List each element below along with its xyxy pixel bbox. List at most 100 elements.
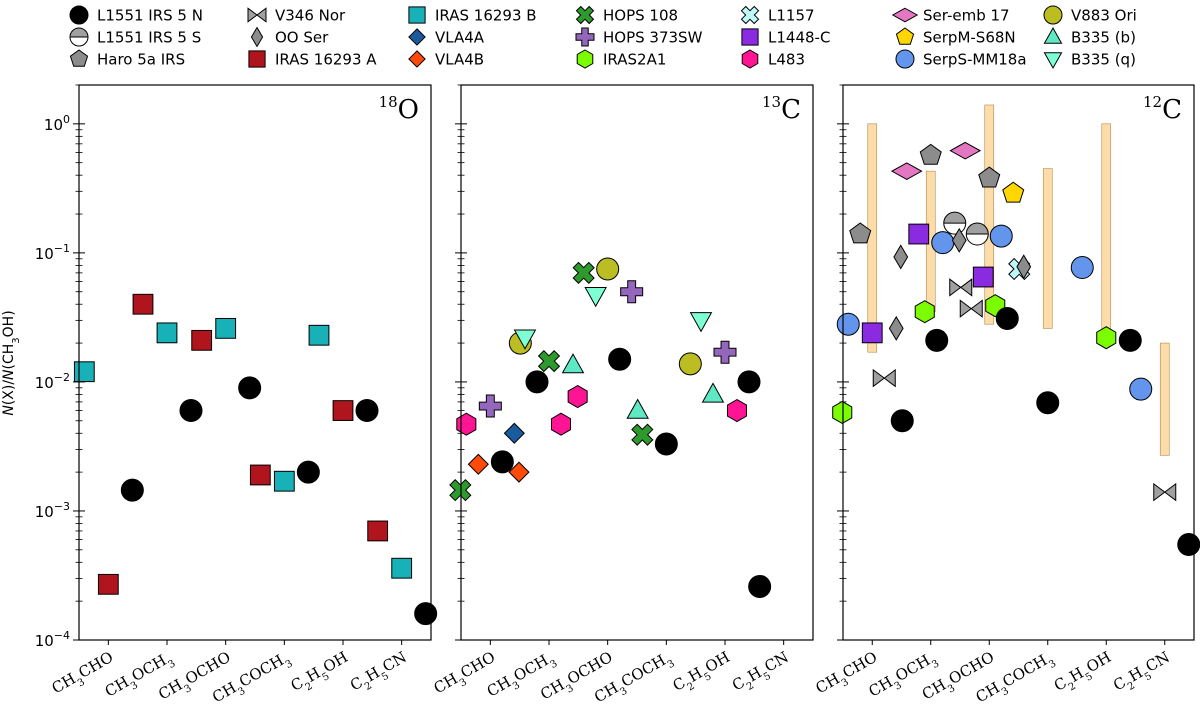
point-vla4b <box>467 453 489 475</box>
point-l1551-irs-5-n <box>238 376 262 400</box>
point-l1551-irs-5-n <box>890 409 914 433</box>
legend-marker-l1551-irs-5-n <box>69 5 89 25</box>
legend-label: L1157 <box>768 7 815 25</box>
point-v883-ori <box>596 257 620 281</box>
legend-marker-ser-emb-17 <box>891 7 919 23</box>
point-ser-emb-17 <box>949 141 982 160</box>
point-iras2a1 <box>832 400 853 425</box>
legend-marker-hops-108 <box>575 5 595 25</box>
legend-label: B335 (b) <box>1071 29 1136 47</box>
point-vla4a <box>503 422 525 444</box>
legend-entry-serpm-s68n: SerpM-S68N <box>895 27 1016 47</box>
point-l1551-irs-5-n <box>296 460 320 484</box>
point-b335-b <box>701 382 725 403</box>
point-iras-16293-b <box>73 361 95 383</box>
legend-marker-serps-mm18a <box>895 49 915 69</box>
legend-label: Haro 5a IRS <box>97 51 185 69</box>
point-iras-16293-a <box>132 293 154 315</box>
point-l483 <box>567 384 588 409</box>
legend-marker-iras-16293-b <box>408 6 426 24</box>
point-l1551-irs-5-n <box>748 574 772 598</box>
point-haro-5a-irs <box>919 143 942 165</box>
point-hops-108 <box>631 423 654 446</box>
point-v346-nor <box>872 368 896 388</box>
point-iras2a1 <box>1096 326 1117 350</box>
point-b335-q <box>513 329 537 350</box>
point-vla4b <box>508 461 530 483</box>
point-oo-ser <box>1016 254 1032 280</box>
point-serps-mm18a <box>989 224 1013 248</box>
legend-entry-ser-emb-17: Ser-emb 17 <box>891 7 1010 25</box>
legend-label: Ser-emb 17 <box>923 7 1010 25</box>
legend-label: VLA4B <box>435 51 484 69</box>
legend-label: HOPS 108 <box>603 7 678 25</box>
point-b335-b <box>626 398 649 419</box>
legend-entry-l1551-irs-5-n: L1551 IRS 5 N <box>69 5 203 25</box>
point-iras-16293-b <box>215 317 237 339</box>
point-iras-16293-a <box>97 573 119 595</box>
point-serps-mm18a <box>1070 256 1094 280</box>
point-iras-16293-b <box>391 557 413 579</box>
range-bar <box>1159 342 1170 456</box>
legend-entry-iras-16293-a: IRAS 16293 A <box>248 50 377 69</box>
legend-marker-vla4b <box>408 50 426 68</box>
y-axis-label: N(X)/N(CH3OH) <box>1 310 22 415</box>
legend-label: SerpM-S68N <box>923 29 1016 47</box>
legend-entry-l1551-irs-5-s: L1551 IRS 5 S <box>69 27 201 47</box>
legend-label: SerpS-MM18a <box>923 51 1027 69</box>
legend-marker-l1157 <box>740 5 760 25</box>
isotope-label: 12C <box>1143 93 1182 125</box>
point-l1551-irs-5-n <box>737 370 761 394</box>
panel-12C: CH3CHOCH3OCH3CH3OCHOCH3COCH3C2H5OHC2H5CN… <box>813 84 1200 706</box>
point-hops-373sw <box>713 340 737 364</box>
point-l1551-irs-5-s <box>965 222 989 246</box>
point-v346-nor <box>1153 482 1177 502</box>
point-l1551-irs-5-n <box>1118 328 1142 352</box>
point-b335-b <box>561 353 585 374</box>
point-hops-373sw <box>478 394 502 418</box>
legend-marker-serpm-s68n <box>895 27 915 45</box>
legend-label: OO Ser <box>275 29 329 47</box>
legend-label: IRAS 16293 A <box>275 51 377 69</box>
legend-entry-vla4b: VLA4B <box>408 50 484 69</box>
y-tick-label: 10−3 <box>35 500 70 521</box>
point-v883-ori <box>678 352 702 376</box>
legend-entry-l1448-c: L1448-C <box>741 28 830 47</box>
legend-entry-hops-108: HOPS 108 <box>575 5 678 25</box>
point-serps-mm18a <box>1129 377 1153 401</box>
point-iras-16293-b <box>156 322 178 344</box>
point-oo-ser <box>893 244 909 270</box>
legend-marker-v883-ori <box>1043 5 1063 25</box>
x-tick-label: C2H5OH <box>670 648 736 699</box>
legend-entry-haro-5a-irs: Haro 5a IRS <box>69 49 185 69</box>
point-l1448-c <box>972 266 994 288</box>
legend-entry-v346-nor: V346 Nor <box>247 7 346 25</box>
point-l1551-irs-5-n <box>995 307 1019 331</box>
point-l483 <box>456 412 477 436</box>
point-hops-108 <box>449 479 472 502</box>
point-l1551-irs-5-n <box>1036 391 1060 415</box>
legend-label: IRAS2A1 <box>603 51 666 69</box>
legend-label: L483 <box>768 51 805 69</box>
panel-18O: 10−410−310−210−1100CH3CHOCH3OCH3CH3OCHOC… <box>35 84 438 706</box>
range-bar <box>1042 168 1053 329</box>
point-iras-16293-a <box>367 520 389 542</box>
panels: 10−4 10−3 10−2 10−1 100 CH3CHOCH3OCH3CH3OCHOC… <box>35 84 1200 706</box>
isotope-label: 13C <box>762 93 801 125</box>
x-tick-label: C2H5OH <box>1051 648 1117 699</box>
panel-frame <box>842 84 1195 641</box>
legend-label: HOPS 373SW <box>603 29 703 47</box>
point-b335-q <box>689 312 713 333</box>
legend-marker-l1551-irs-5-s <box>69 27 89 47</box>
legend-marker-l483 <box>741 49 759 69</box>
legend-marker-vla4a <box>408 28 426 46</box>
legend-entry-iras-16293-b: IRAS 16293 B <box>408 6 537 25</box>
point-v346-nor <box>959 299 983 318</box>
legend-entry-iras2a1: IRAS2A1 <box>576 49 666 69</box>
legend: L1551 IRS 5 N L1551 IRS 5 S Haro 5a IRS V34… <box>69 5 1137 70</box>
point-v346-nor <box>949 278 973 297</box>
legend-marker-hops-373sw <box>575 27 595 47</box>
point-l1551-irs-5-n <box>525 370 549 394</box>
point-haro-5a-irs <box>978 166 1001 188</box>
